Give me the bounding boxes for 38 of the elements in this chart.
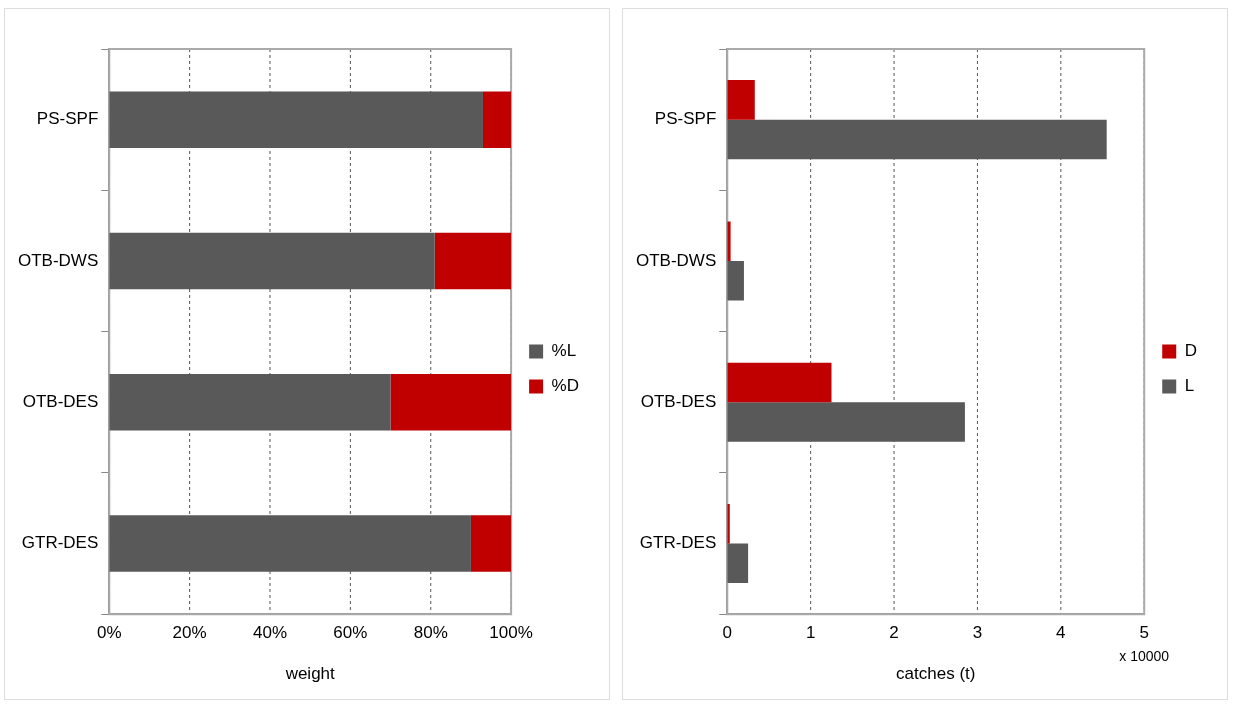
bar [727, 221, 731, 261]
legend-label: D [1184, 341, 1197, 361]
x-axis-title: weight [284, 664, 336, 684]
x-tick-label: 40% [252, 623, 288, 643]
x-tick-label: 20% [172, 623, 207, 643]
bar [727, 402, 965, 442]
y-tick-label: OTB-DES [22, 391, 99, 411]
x-tick-label: 100% [489, 623, 533, 643]
bar [727, 260, 744, 301]
text: x 10000 [1119, 648, 1170, 665]
x-tick-label: 5 [1139, 623, 1149, 643]
x-tick-label: 80% [413, 623, 448, 643]
y-tick-label: GTR-DES [21, 533, 99, 553]
bar [482, 91, 512, 148]
y-tick-label: OTB-DWS [635, 250, 717, 270]
x-tick-label: 1 [805, 623, 816, 643]
bar [727, 362, 832, 403]
x-tick-label: 60% [333, 623, 368, 643]
x-tick-label: 0 [722, 623, 732, 643]
bar [470, 515, 512, 572]
x-tick-label: 4 [1056, 623, 1066, 643]
legend-label: %L [551, 341, 577, 361]
y-tick-label: PS-SPF [654, 109, 717, 129]
x-axis-title: catches (t) [896, 664, 976, 684]
x-tick-label: 3 [972, 623, 983, 643]
bar [727, 543, 749, 584]
legend-label: L [1184, 376, 1195, 396]
y-tick-label: OTB-DWS [17, 250, 99, 270]
bar [390, 373, 512, 431]
bar [434, 232, 512, 290]
y-tick-label: PS-SPF [36, 109, 99, 129]
bar [727, 80, 755, 120]
bar [109, 91, 483, 148]
y-tick-label: GTR-DES [639, 533, 717, 553]
x-tick-label: 0% [96, 623, 122, 643]
legend-label: %D [551, 376, 580, 396]
x-tick-label: 2 [889, 623, 899, 643]
y-tick-label: OTB-DES [640, 391, 717, 411]
